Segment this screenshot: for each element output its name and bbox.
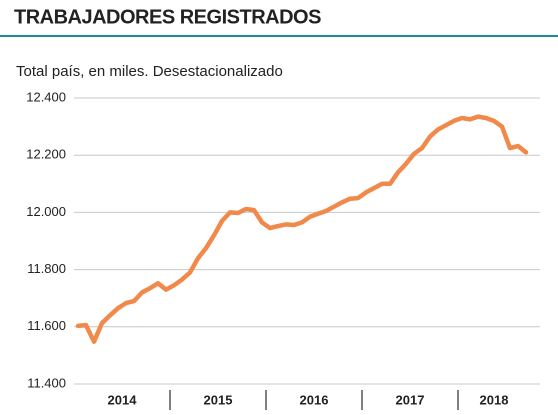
chart-subtitle: Total país, en miles. Desestacionalizado xyxy=(16,63,283,80)
y-tick-label: 11.400 xyxy=(27,375,66,390)
y-tick-label: 12.400 xyxy=(26,89,66,104)
y-tick-label: 11.600 xyxy=(27,318,66,333)
chart-title: TRABAJADORES REGISTRADOS xyxy=(14,6,321,28)
y-tick-label: 12.000 xyxy=(26,204,66,219)
x-tick-label: 2017 xyxy=(396,392,425,407)
x-tick-label: 2018 xyxy=(480,392,509,407)
x-tick-label: 2015 xyxy=(204,392,233,407)
y-tick-label: 12.200 xyxy=(26,147,66,162)
y-tick-label: 11.800 xyxy=(27,261,66,276)
x-tick-label: 2016 xyxy=(300,392,329,407)
x-tick-label: 2014 xyxy=(108,392,138,407)
data-line xyxy=(75,114,529,344)
